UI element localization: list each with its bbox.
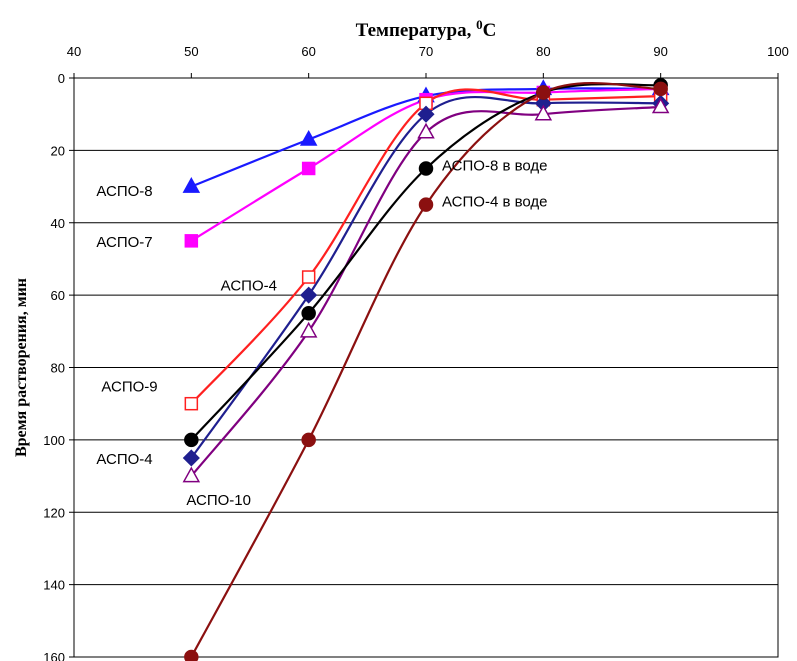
series-line-3 bbox=[190, 95, 661, 459]
x-tick-label: 80 bbox=[536, 44, 550, 59]
series-label: АСПО-4 bbox=[96, 451, 152, 468]
y-tick-label: 0 bbox=[58, 71, 65, 86]
series-line-4 bbox=[190, 105, 661, 477]
y-tick-label: 140 bbox=[43, 578, 65, 593]
data-point-3-1 bbox=[300, 286, 318, 304]
data-point-5-1 bbox=[301, 305, 316, 321]
data-point-5-2 bbox=[418, 161, 434, 176]
series-line-6 bbox=[190, 82, 661, 658]
data-point-3-2 bbox=[417, 105, 435, 123]
x-axis-ticks: 40 50 60 70 80 90 100 bbox=[67, 44, 789, 78]
series-label: АСПО-4 bbox=[221, 277, 277, 294]
data-point-0-0 bbox=[182, 177, 201, 193]
data-point-1-0 bbox=[184, 234, 199, 248]
x-tick-label: 100 bbox=[767, 44, 789, 59]
data-point-5-0 bbox=[184, 432, 199, 448]
x-tick-label: 50 bbox=[184, 44, 198, 59]
y-tick-label: 60 bbox=[51, 288, 65, 303]
x-tick-label: 70 bbox=[419, 44, 433, 59]
y-tick-label: 20 bbox=[51, 143, 65, 158]
series-labels: АСПО-8 АСПО-7 АСПО-9 АСПО-4 АСПО-10 АСПО-8 в … bbox=[96, 157, 547, 508]
y-tick-label: 120 bbox=[43, 505, 65, 520]
data-point-0-1 bbox=[299, 129, 318, 146]
data-point-4-0 bbox=[182, 466, 201, 483]
y-tick-label: 100 bbox=[43, 433, 65, 448]
data-point-6-2 bbox=[418, 197, 434, 212]
series-markers bbox=[182, 77, 670, 661]
series-label: АСПО-7 bbox=[96, 234, 152, 251]
y-axis-ticks: 0 20 40 60 80 100 120 140 160 bbox=[43, 71, 74, 661]
data-point-6-0 bbox=[184, 649, 199, 661]
data-point-4-3 bbox=[534, 104, 553, 121]
series-label: АСПО-4 в воде bbox=[442, 194, 548, 211]
x-tick-label: 40 bbox=[67, 44, 81, 59]
series-label: АСПО-8 в воде bbox=[442, 157, 548, 174]
data-point-1-1 bbox=[301, 161, 316, 176]
series-line-2 bbox=[190, 88, 661, 405]
series-lines bbox=[190, 82, 661, 658]
series-label: АСПО-9 bbox=[101, 378, 157, 395]
y-axis-title: Время растворения, мин bbox=[13, 278, 30, 457]
y-tick-label: 40 bbox=[51, 216, 65, 231]
y-tick-label: 160 bbox=[43, 650, 65, 661]
data-point-4-1 bbox=[299, 321, 318, 338]
data-point-2-0 bbox=[184, 396, 199, 411]
data-point-3-0 bbox=[182, 449, 200, 467]
x-axis-title: Температура, 0C bbox=[356, 17, 497, 42]
series-label: АСПО-8 bbox=[96, 183, 152, 200]
data-point-4-4 bbox=[651, 97, 670, 114]
series-line-5 bbox=[190, 83, 661, 441]
data-point-6-1 bbox=[301, 432, 316, 448]
data-point-6-3 bbox=[536, 85, 551, 100]
data-point-2-1 bbox=[301, 270, 316, 284]
series-label: АСПО-10 bbox=[186, 492, 251, 509]
x-tick-label: 90 bbox=[653, 44, 667, 59]
data-point-6-4 bbox=[653, 81, 668, 97]
data-point-4-2 bbox=[417, 122, 435, 139]
y-tick-label: 80 bbox=[51, 361, 65, 376]
x-tick-label: 60 bbox=[301, 44, 315, 59]
